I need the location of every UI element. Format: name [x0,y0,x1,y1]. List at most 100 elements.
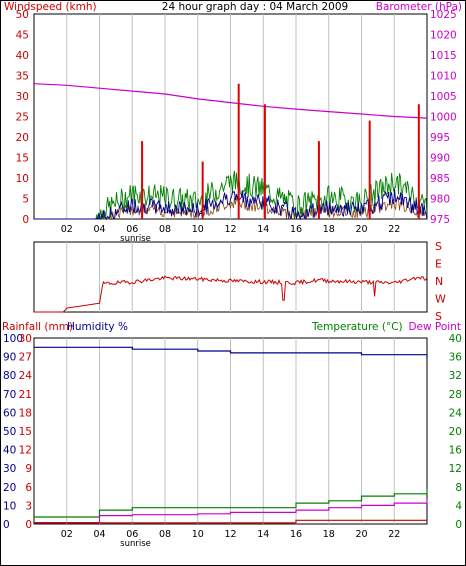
wind-speed-trace [34,188,428,221]
dewpoint-axis-title: Dew Point [408,321,461,333]
wind-axis-title: Windspeed (kmh) [4,1,97,13]
barometer-tick-label: 985 [430,173,450,185]
wind-tick-label: 10 [16,173,29,185]
temperature-tick-label: 36 [449,352,463,364]
rainfall-tick-label: 15 [19,426,32,438]
climate-x-tick-label: 22 [388,529,400,540]
temperature-axis-title: Temperature (°C) [311,321,403,333]
barometer-axis-title: Barometer (hPa) [376,1,462,13]
climate-x-tick-label: 20 [355,529,367,540]
wind-tick-label: 50 [16,9,29,21]
barometer-tick-label: 995 [430,132,450,144]
humidity-line [34,346,428,359]
temperature-tick-label: 4 [455,500,462,512]
temperature-tick-label: 16 [449,445,463,457]
temperature-tick-label: 20 [449,426,462,438]
humidity-tick-label: 100 [3,333,23,345]
climate-x-tick-label: 02 [61,529,73,540]
humidity-tick-label: 80 [3,370,16,382]
wind-x-tick-label: 20 [355,224,367,235]
wind-tick-label: 35 [16,71,29,83]
wind-tick-label: 40 [16,50,29,62]
humidity-tick-label: 90 [3,352,16,364]
wind-x-tick-label: 18 [323,224,335,235]
humidity-tick-label: 70 [3,389,16,401]
wind-tick-label: 45 [16,30,29,42]
wind-tick-label: 25 [16,112,29,124]
barometer-tick-label: 1025 [430,9,457,21]
rainfall-tick-label: 6 [25,482,32,494]
barometer-tick-label: 980 [430,194,450,206]
climate-x-tick-label: 14 [257,529,269,540]
climate-x-tick-label: 18 [323,529,335,540]
humidity-tick-label: 40 [3,445,16,457]
rainfall-tick-label: 30 [19,333,32,345]
humidity-tick-label: 60 [3,407,16,419]
wind-x-tick-label: 10 [192,224,204,235]
humidity-tick-label: 30 [3,463,16,475]
climate-x-tick-label: 16 [290,529,302,540]
wind-x-tick-label: 12 [224,224,236,235]
barometer-line [33,83,428,119]
direction-tick-label: S [435,310,442,323]
wind-x-tick-label: 14 [257,224,269,235]
rainfall-tick-label: 9 [25,463,32,475]
wind-x-tick-label: 04 [93,224,105,235]
temperature-tick-label: 12 [449,463,462,475]
climate-panel: 0102030405060708090100036912151821242730… [3,333,462,549]
direction-tick-label: E [435,258,442,271]
direction-tick-label: S [435,240,442,253]
wind-x-tick-label: 22 [388,224,400,235]
temperature-tick-label: 0 [455,519,462,531]
wind-x-tick-label: 06 [126,224,138,235]
wind-x-tick-label: 02 [61,224,73,235]
temperature-tick-label: 8 [455,482,462,494]
temperature-tick-label: 28 [449,389,462,401]
rainfall-tick-label: 24 [19,370,33,382]
temperature-tick-label: 40 [449,333,462,345]
wind-panel: 0510152025303540455097598098599099510001… [16,9,457,244]
humidity-axis-title: Humidity % [67,321,128,333]
barometer-tick-label: 975 [430,214,450,226]
wind-tick-label: 20 [16,132,29,144]
climate-x-tick-label: 10 [192,529,204,540]
humidity-tick-label: 10 [3,500,16,512]
humidity-tick-label: 50 [3,426,16,438]
wind-sunrise-label: sunrise [120,234,151,244]
direction-trace [34,275,428,313]
barometer-tick-label: 1010 [430,71,457,83]
barometer-tick-label: 1000 [430,112,457,124]
direction-tick-label: N [435,275,443,288]
climate-x-tick-label: 12 [224,529,236,540]
barometer-tick-label: 1005 [430,91,457,103]
temperature-tick-label: 24 [449,407,463,419]
barometer-tick-label: 1015 [430,50,457,62]
wind-tick-label: 5 [22,194,29,206]
rainfall-line [34,519,427,524]
climate-sunrise-label: sunrise [120,539,151,549]
barometer-tick-label: 990 [430,153,450,165]
rainfall-axis-title: Rainfall (mm) [2,321,73,333]
temperature-line [34,489,428,518]
wind-tick-label: 0 [22,214,29,226]
dewpoint-line [34,498,428,524]
direction-tick-label: W [435,293,446,306]
rainfall-tick-label: 18 [19,407,32,419]
barometer-tick-label: 1020 [430,30,457,42]
climate-x-tick-label: 06 [126,529,138,540]
rainfall-tick-label: 12 [19,445,32,457]
wind-x-tick-label: 16 [290,224,302,235]
rainfall-tick-label: 3 [25,500,32,512]
wind-x-tick-label: 08 [159,224,171,235]
temperature-tick-label: 32 [449,370,462,382]
climate-x-tick-label: 04 [93,529,105,540]
wind-tick-label: 30 [16,91,29,103]
rainfall-tick-label: 27 [19,352,32,364]
main-graph-title: 24 hour graph day : 04 March 2009 [162,1,348,13]
rainfall-tick-label: 0 [25,519,32,531]
wind-tick-label: 15 [16,153,29,165]
rainfall-tick-label: 21 [19,389,32,401]
humidity-tick-label: 20 [3,482,16,494]
